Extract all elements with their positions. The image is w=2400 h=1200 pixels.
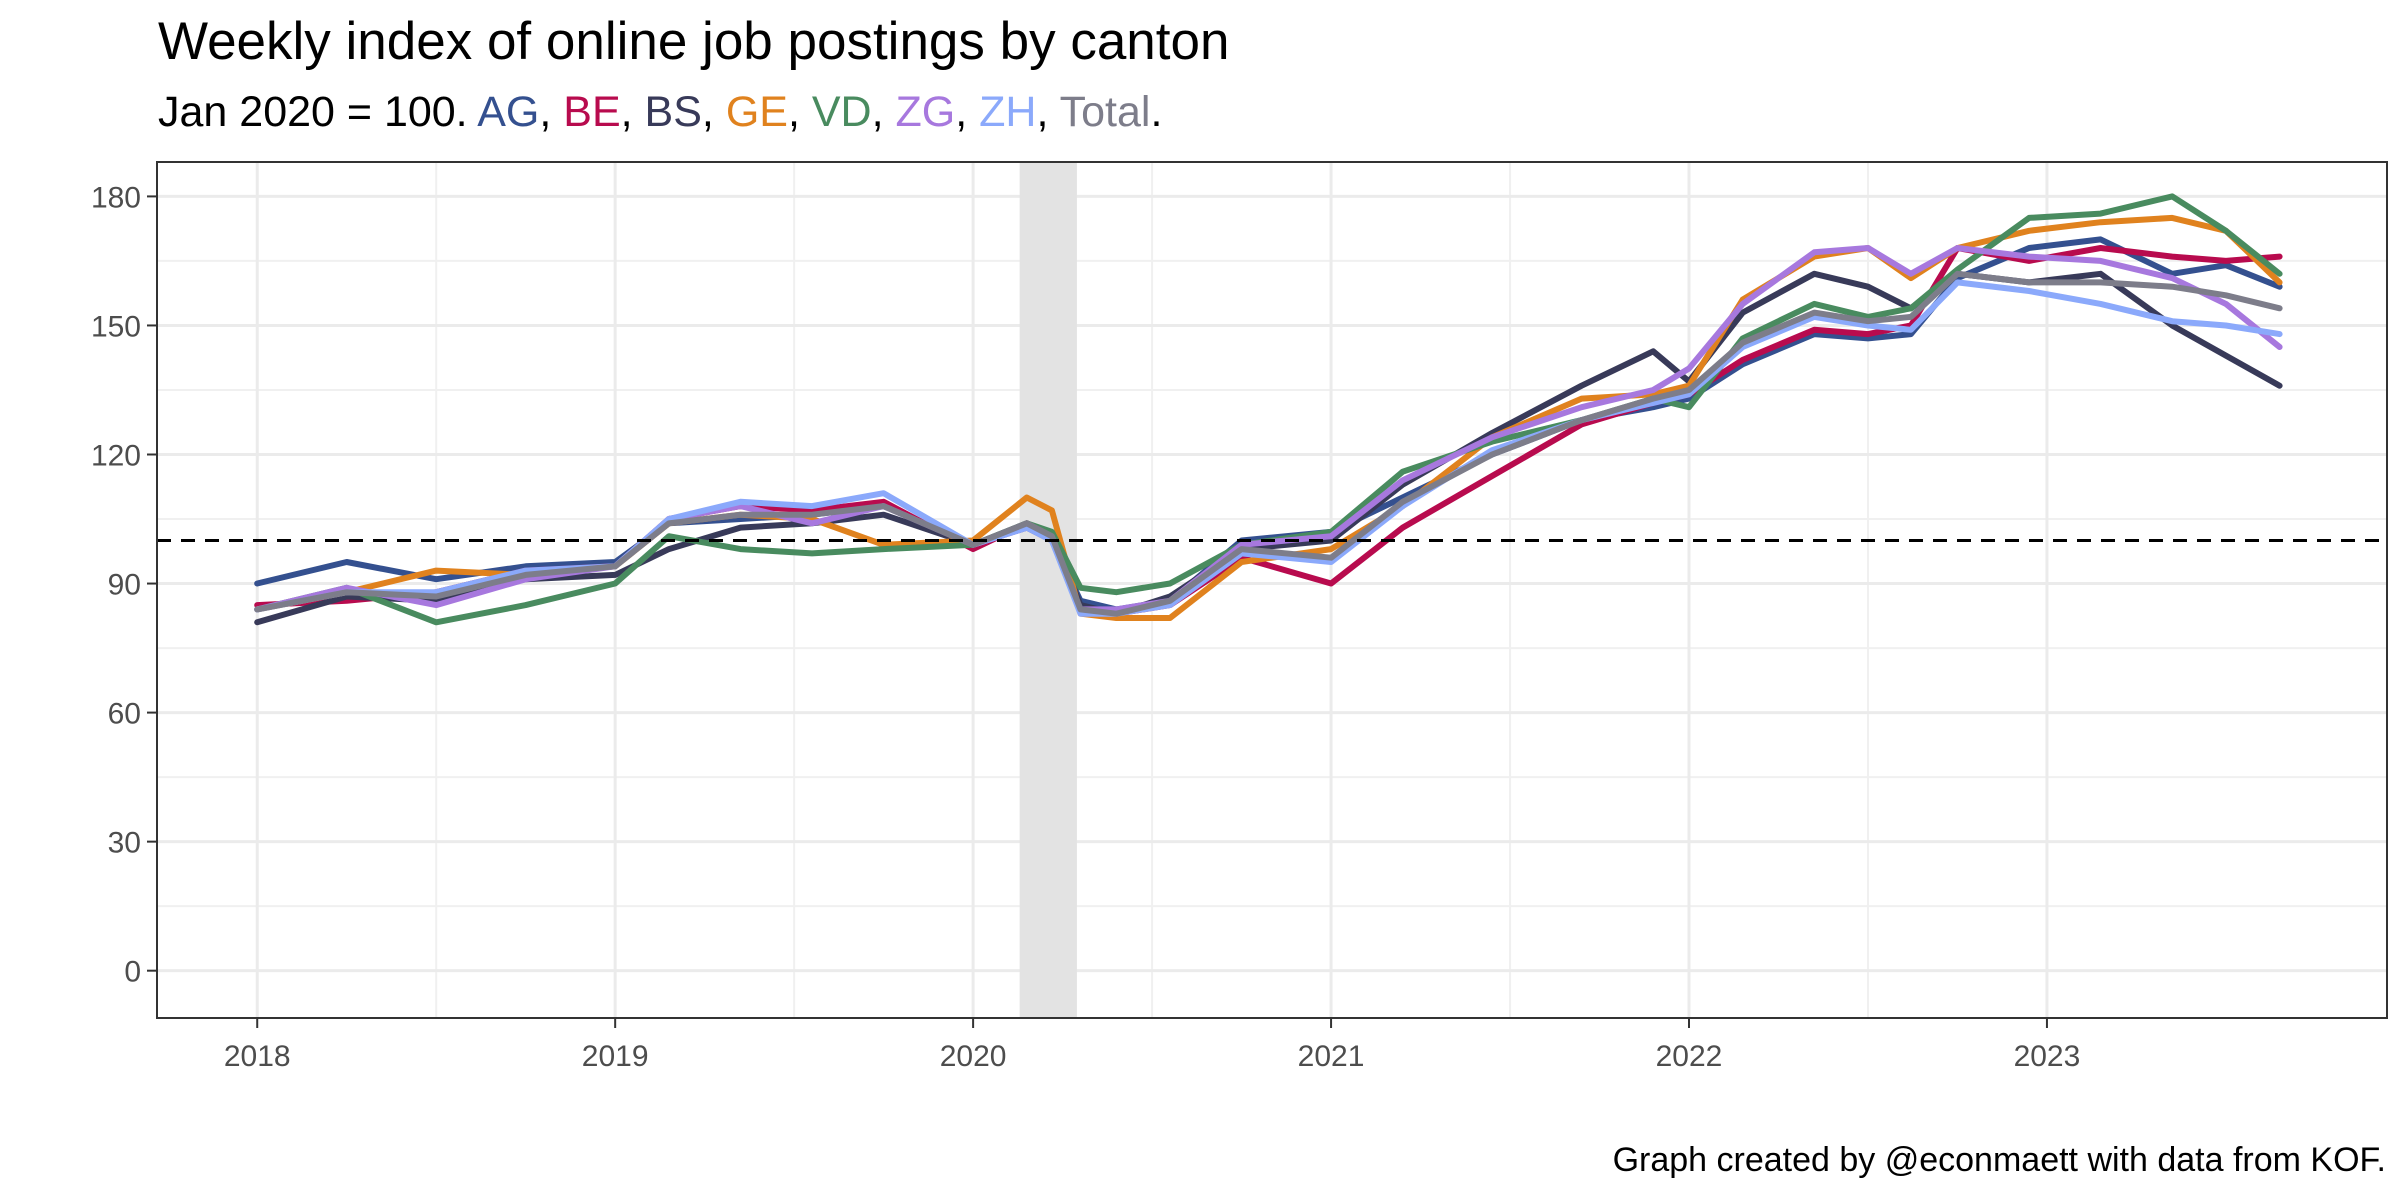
series-line-total bbox=[254, 270, 2283, 617]
chart-caption: Graph created by @econmaett with data fr… bbox=[1612, 1141, 2386, 1179]
y-tick-label: 0 bbox=[124, 956, 141, 989]
x-tick-label: 2018 bbox=[224, 1040, 291, 1073]
x-tick-label: 2019 bbox=[582, 1040, 649, 1073]
y-tick-label: 90 bbox=[108, 569, 141, 602]
legend-separator: , bbox=[1036, 88, 1060, 136]
x-tick-label: 2021 bbox=[1298, 1040, 1365, 1073]
minor-gridlines bbox=[157, 162, 2387, 1018]
legend-separator: , bbox=[539, 88, 564, 136]
major-gridlines bbox=[157, 162, 2387, 1018]
chart-title: Weekly index of online job postings by c… bbox=[158, 12, 1230, 71]
x-tick-label: 2023 bbox=[2014, 1040, 2081, 1073]
chart-subtitle: Jan 2020 = 100. AG, BE, BS, GE, VD, ZG, … bbox=[158, 84, 1162, 140]
plot-border bbox=[156, 161, 2388, 1019]
series-lines bbox=[254, 193, 2283, 626]
legend-entry-be: BE bbox=[563, 88, 621, 136]
x-tick-label: 2022 bbox=[1656, 1040, 1723, 1073]
legend-entry-vd: VD bbox=[811, 88, 872, 136]
legend-entry-zh: ZH bbox=[979, 88, 1037, 136]
y-axis: 0 30 60 90 120 150 180 bbox=[91, 181, 157, 989]
legend-entry-zg: ZG bbox=[895, 88, 956, 136]
legend-separator: , bbox=[955, 88, 980, 136]
legend-entry-bs: BS bbox=[644, 88, 702, 136]
legend-entry-total: Total bbox=[1059, 88, 1151, 136]
series-line-zh bbox=[254, 279, 2283, 617]
y-tick-label: 60 bbox=[108, 698, 141, 731]
legend-entry-ge: GE bbox=[725, 88, 788, 136]
legend-separator: , bbox=[701, 88, 726, 136]
y-tick-label: 120 bbox=[91, 440, 141, 473]
subtitle-prefix: Jan 2020 = 100. bbox=[158, 88, 468, 136]
legend-separator: , bbox=[620, 88, 645, 136]
y-tick-label: 30 bbox=[108, 827, 141, 860]
x-tick-label: 2020 bbox=[940, 1040, 1007, 1073]
shaded-period bbox=[1019, 162, 1077, 1018]
y-tick-label: 150 bbox=[91, 310, 141, 343]
shaded-period-layer bbox=[1019, 162, 1077, 1018]
legend-entry-ag: AG bbox=[477, 88, 540, 136]
y-tick-label: 180 bbox=[91, 181, 141, 214]
x-axis: 2018 2019 2020 2021 2022 2023 bbox=[224, 1018, 2080, 1073]
legend-separator: , bbox=[871, 88, 896, 136]
legend-separator: , bbox=[787, 88, 812, 136]
subtitle-end: . bbox=[1150, 88, 1163, 136]
subtitle-legend: AG, BE, BS, GE, VD, ZG, ZH, Total bbox=[468, 88, 1151, 136]
